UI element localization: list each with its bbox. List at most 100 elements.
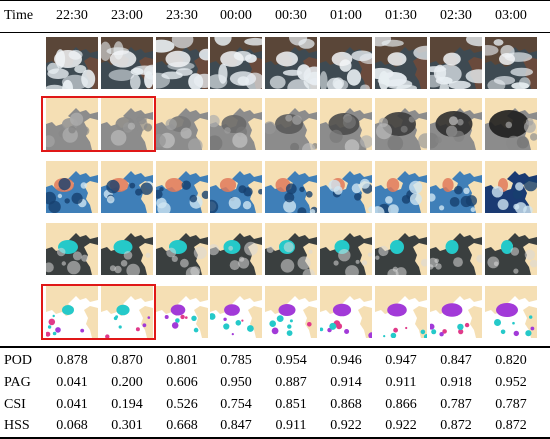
metric-value: 0.947: [385, 353, 417, 368]
grayscale-image: [430, 98, 482, 150]
metric-value: 0.866: [385, 397, 417, 412]
metric-value: 0.754: [220, 397, 252, 412]
detection-overlay-image: [320, 223, 372, 275]
true-color-image: [265, 37, 317, 89]
detection-overlay-image: [46, 223, 98, 275]
validation-image: [430, 286, 482, 338]
metric-value: 0.946: [330, 353, 362, 368]
metric-value: 0.911: [385, 375, 417, 390]
time-header-cell: 01:30: [385, 8, 417, 23]
metric-value: 0.668: [166, 418, 198, 433]
time-header-cell: 02:30: [440, 8, 472, 23]
metric-value: 0.868: [330, 397, 362, 412]
time-header-cell: 23:00: [111, 8, 143, 23]
metric-value: 0.200: [111, 375, 143, 390]
metric-value: 0.787: [440, 397, 472, 412]
metric-value: 0.851: [275, 397, 307, 412]
time-header-cell: 23:30: [166, 8, 198, 23]
table-top-rule: [0, 0, 550, 1]
time-header-label: Time: [4, 8, 34, 23]
false-color-image: [485, 161, 537, 213]
metric-value: 0.820: [495, 353, 527, 368]
metric-value: 0.918: [440, 375, 472, 390]
detection-overlay-image: [265, 223, 317, 275]
true-color-image: [320, 37, 372, 89]
true-color-image: [430, 37, 482, 89]
grayscale-image: [265, 98, 317, 150]
false-color-image: [101, 161, 153, 213]
metric-value: 0.847: [220, 418, 252, 433]
validation-image: [46, 286, 98, 338]
metric-value: 0.847: [440, 353, 472, 368]
header-rule: [0, 32, 550, 33]
grayscale-image: [375, 98, 427, 150]
grayscale-image: [320, 98, 372, 150]
metric-value: 0.041: [56, 375, 88, 390]
metric-value: 0.787: [495, 397, 527, 412]
false-color-image: [210, 161, 262, 213]
grayscale-image: [101, 98, 153, 150]
detection-overlay-image: [156, 223, 208, 275]
grayscale-image: [46, 98, 98, 150]
metric-value: 0.911: [275, 418, 307, 433]
metric-label: HSS: [4, 418, 30, 433]
metric-label: PAG: [4, 375, 31, 390]
validation-image: [485, 286, 537, 338]
false-color-image: [265, 161, 317, 213]
time-header-cell: 00:00: [220, 8, 252, 23]
highlight-box: [41, 96, 156, 152]
grayscale-image: [485, 98, 537, 150]
true-color-image: [156, 37, 208, 89]
metric-value: 0.870: [111, 353, 143, 368]
metric-value: 0.194: [111, 397, 143, 412]
metric-value: 0.914: [330, 375, 362, 390]
metrics-rule: [0, 346, 550, 348]
validation-image: [375, 286, 427, 338]
validation-image: [320, 286, 372, 338]
metric-label: CSI: [4, 397, 26, 412]
grayscale-image: [156, 98, 208, 150]
validation-image: [101, 286, 153, 338]
validation-image: [156, 286, 208, 338]
detection-overlay-image: [101, 223, 153, 275]
metric-value: 0.922: [330, 418, 362, 433]
metric-value: 0.952: [495, 375, 527, 390]
metric-row-pag: PAG 0.041 0.200 0.606 0.950 0.887 0.914 0.911 0.…: [0, 372, 550, 394]
metric-value: 0.878: [56, 353, 88, 368]
metric-value: 0.950: [220, 375, 252, 390]
metric-value: 0.041: [56, 397, 88, 412]
metric-value: 0.526: [166, 397, 198, 412]
metric-value: 0.068: [56, 418, 88, 433]
time-header-cell: 22:30: [56, 8, 88, 23]
detection-overlay-image: [485, 223, 537, 275]
metric-row-hss: HSS 0.068 0.301 0.668 0.847 0.911 0.922 0.922 0.…: [0, 415, 550, 437]
false-color-image: [156, 161, 208, 213]
grayscale-image: [210, 98, 262, 150]
time-header-cell: 01:00: [330, 8, 362, 23]
true-color-image: [101, 37, 153, 89]
metric-value: 0.606: [166, 375, 198, 390]
metric-row-csi: CSI 0.041 0.194 0.526 0.754 0.851 0.868 0.866 0.…: [0, 394, 550, 416]
time-header-cell: 03:00: [495, 8, 527, 23]
true-color-image: [375, 37, 427, 89]
metric-value: 0.301: [111, 418, 143, 433]
metric-value: 0.872: [495, 418, 527, 433]
false-color-image: [375, 161, 427, 213]
metric-value: 0.801: [166, 353, 198, 368]
validation-image: [210, 286, 262, 338]
true-color-image: [46, 37, 98, 89]
validation-image: [265, 286, 317, 338]
time-header-cell: 00:30: [275, 8, 307, 23]
table-bottom-rule: [0, 437, 550, 439]
metric-value: 0.872: [440, 418, 472, 433]
metric-row-pod: POD 0.878 0.870 0.801 0.785 0.954 0.946 0.947 0.…: [0, 350, 550, 372]
metric-value: 0.954: [275, 353, 307, 368]
false-color-image: [320, 161, 372, 213]
detection-overlay-image: [375, 223, 427, 275]
highlight-box: [41, 284, 156, 340]
false-color-image: [46, 161, 98, 213]
true-color-image: [485, 37, 537, 89]
metric-value: 0.922: [385, 418, 417, 433]
metric-label: POD: [4, 353, 33, 368]
